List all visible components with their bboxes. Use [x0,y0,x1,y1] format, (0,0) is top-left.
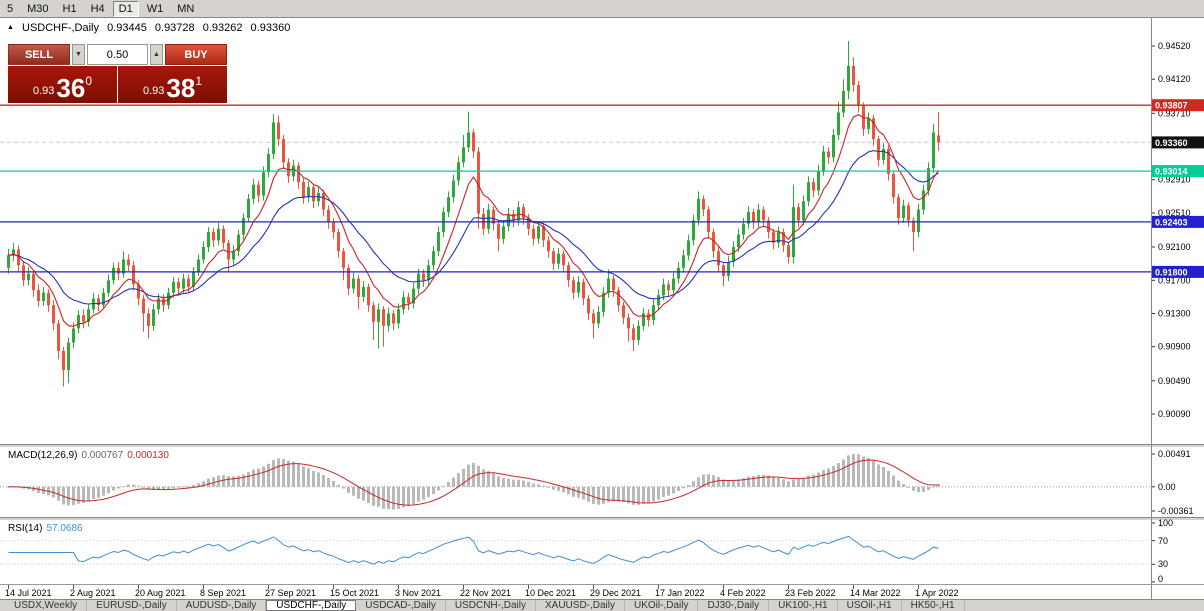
svg-text:0.91300: 0.91300 [1158,309,1191,319]
timeframe-button-w1[interactable]: W1 [146,2,164,15]
svg-text:29 Dec 2021: 29 Dec 2021 [590,588,641,598]
tab-usdx-weekly[interactable]: USDX,Weekly [5,600,88,611]
tab-uk100-h1[interactable]: UK100-,H1 [769,600,838,611]
svg-text:0.94120: 0.94120 [1158,74,1191,84]
svg-text:2 Aug 2021: 2 Aug 2021 [70,588,116,598]
buy-price-big: 38 [166,73,196,103]
rsi-axis-30: 30 [1158,559,1169,569]
lot-size-input[interactable]: 0.50 [87,44,148,65]
ohlc-high-value: 0.93728 [154,22,195,34]
chart-symbol-label: USDCHF-,Daily [22,22,99,34]
sell-price-display[interactable]: 0.93 36 0 [8,66,117,103]
tab-eurusd-daily[interactable]: EURUSD-,Daily [87,600,177,611]
ohlc-open-value: 0.93445 [107,22,147,34]
macd-indicator-canvas[interactable] [0,448,1204,517]
svg-text:0.91800: 0.91800 [1155,267,1188,277]
ohlc-low-value: 0.93262 [202,22,243,34]
one-click-trading-panel: SELL ▼ 0.50 ▲ BUY 0.93 36 0 0.93 38 1 [8,44,227,103]
tab-hk50-h1[interactable]: HK50-,H1 [902,600,965,611]
buy-price-prefix: 0.93 [142,85,165,97]
price-axis-divider [1151,18,1152,599]
svg-text:1 Apr 2022: 1 Apr 2022 [915,588,959,598]
svg-text:14 Mar 2022: 14 Mar 2022 [850,588,901,598]
tab-usdcad-daily[interactable]: USDCAD-,Daily [356,600,446,611]
svg-text:4 Feb 2022: 4 Feb 2022 [720,588,766,598]
svg-text:17 Jan 2022: 17 Jan 2022 [655,588,705,598]
svg-text:0.93014: 0.93014 [1155,167,1188,177]
tab-usdchf-daily[interactable]: USDCHF-,Daily [266,600,357,611]
timeframe-button-m30[interactable]: M30 [27,2,49,15]
svg-text:0.92510: 0.92510 [1158,208,1191,218]
svg-text:0.93360: 0.93360 [1155,138,1188,148]
rsi-indicator-canvas[interactable] [0,521,1204,584]
svg-text:0.91700: 0.91700 [1158,275,1191,285]
buy-price-pip: 1 [195,74,203,88]
ohlc-close-value: 0.93360 [250,22,291,34]
timeframe-button-mn[interactable]: MN [177,2,195,15]
svg-text:0.94520: 0.94520 [1158,41,1191,51]
buy-price-display[interactable]: 0.93 38 1 [118,66,227,103]
chevron-up-icon: ▲ [153,51,160,58]
tab-xauusd-daily[interactable]: XAUUSD-,Daily [536,600,625,611]
timeframe-button-m5[interactable]: 5 [7,2,14,15]
svg-text:8 Sep 2021: 8 Sep 2021 [200,588,246,598]
sell-button[interactable]: SELL [8,44,70,65]
svg-text:0.93710: 0.93710 [1158,108,1191,118]
buy-button[interactable]: BUY [165,44,227,65]
macd-axis-min: -0.00361 [1158,506,1194,516]
timeframe-button-h4[interactable]: H4 [90,2,105,15]
timeframe-button-h1[interactable]: H1 [62,2,77,15]
svg-text:14 Jul 2021: 14 Jul 2021 [5,588,52,598]
tab-audusd-daily[interactable]: AUDUSD-,Daily [177,600,267,611]
panel-splitter[interactable] [0,444,1204,448]
svg-text:0.90900: 0.90900 [1158,342,1191,352]
macd-main-value: 0.000767 [81,450,124,461]
time-axis[interactable]: 14 Jul 2021 2 Aug 2021 20 Aug 2021 8 Sep 20… [0,584,1204,599]
sell-price-prefix: 0.93 [32,85,55,97]
svg-text:22 Nov 2021: 22 Nov 2021 [460,588,511,598]
svg-text:27 Sep 2021: 27 Sep 2021 [265,588,316,598]
rsi-label: RSI(14) 57.0686 [8,523,83,534]
panel-splitter[interactable] [0,517,1204,521]
svg-text:0.90490: 0.90490 [1158,376,1191,386]
timeframe-button-d1[interactable]: D1 [112,0,139,17]
svg-text:15 Oct 2021: 15 Oct 2021 [330,588,379,598]
svg-text:0.90090: 0.90090 [1158,409,1191,419]
macd-axis-max: 0.00491 [1158,449,1191,459]
tab-dj30-daily[interactable]: DJ30-,Daily [698,600,770,611]
chart-tabs-bar: USDX,Weekly EURUSD-,Daily AUDUSD-,Daily … [0,599,1204,611]
lot-increase-button[interactable]: ▲ [150,44,163,65]
tab-ukoil-daily[interactable]: UKOil-,Daily [625,600,699,611]
svg-text:3 Nov 2021: 3 Nov 2021 [395,588,441,598]
macd-axis-zero: 0.00 [1158,482,1176,492]
tab-usoil-h1[interactable]: USOil-,H1 [838,600,902,611]
trade-panel-toggle-icon[interactable]: ▲ [7,24,14,31]
rsi-axis-70: 70 [1158,536,1169,546]
macd-label: MACD(12,26,9) 0.000767 0.000130 [8,450,169,461]
chevron-down-icon: ▼ [75,51,82,58]
svg-text:0.92100: 0.92100 [1158,242,1191,252]
rsi-value: 57.0686 [46,523,83,534]
sell-price-big: 36 [56,73,86,103]
rsi-name: RSI(14) [8,523,43,534]
svg-text:20 Aug 2021: 20 Aug 2021 [135,588,186,598]
svg-text:10 Dec 2021: 10 Dec 2021 [525,588,576,598]
svg-text:0.93807: 0.93807 [1155,101,1188,111]
timeframe-toolbar: 5 M30 H1 H4 D1 W1 MN [0,0,1204,18]
lot-decrease-button[interactable]: ▼ [72,44,85,65]
sell-price-pip: 0 [85,74,93,88]
tab-usdcnh-daily[interactable]: USDCNH-,Daily [446,600,536,611]
rsi-axis-0: 0 [1158,574,1164,584]
price-chart-canvas[interactable]: 0.94520 0.94120 0.93710 0.92910 0.92510 0.921… [0,18,1204,444]
macd-name: MACD(12,26,9) [8,450,78,461]
chart-ohlc-header: ▲ USDCHF-,Daily 0.93445 0.93728 0.93262 … [7,22,295,34]
macd-signal-value: 0.000130 [127,450,169,461]
svg-text:0.92403: 0.92403 [1155,217,1188,227]
svg-text:0.92910: 0.92910 [1158,175,1191,185]
rsi-axis-100: 100 [1158,518,1174,528]
svg-text:23 Feb 2022: 23 Feb 2022 [785,588,836,598]
